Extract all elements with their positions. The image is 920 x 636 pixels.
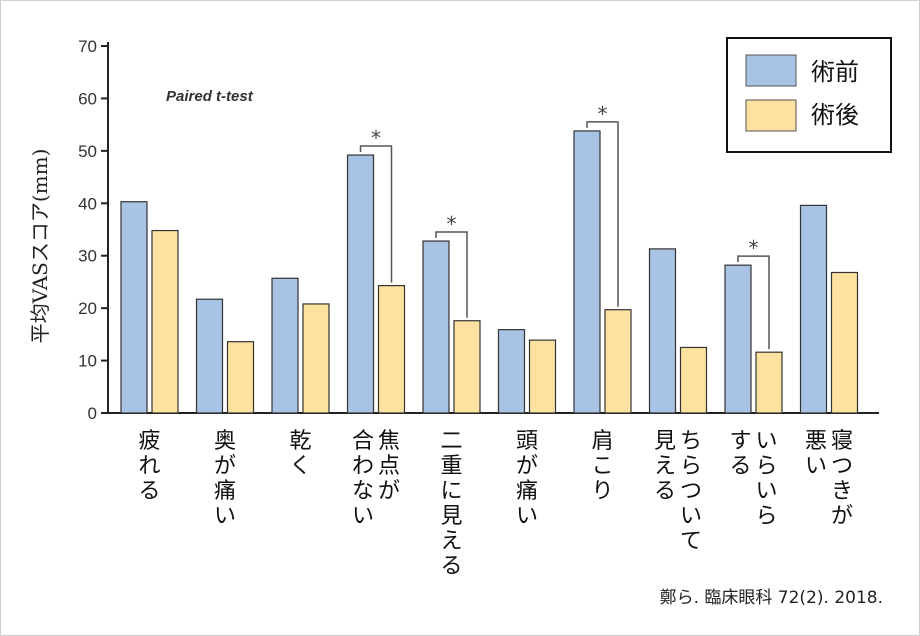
category-label: 二重に見える: [440, 429, 462, 579]
category-label: 乾く: [289, 429, 311, 479]
bar-after-0: [151, 229, 179, 414]
y-tick-label: 10: [78, 352, 97, 371]
bar-before-3: [346, 154, 375, 414]
legend-swatch-before: [745, 54, 797, 87]
category-label: 奥が痛い: [214, 429, 236, 529]
y-tick-label: 20: [78, 299, 97, 318]
bar-before-8: [724, 264, 752, 414]
bar-after-5: [528, 339, 557, 414]
bar-before-9: [799, 204, 828, 414]
legend-label-before: 術前: [811, 58, 859, 86]
category-label: 合わない: [352, 429, 374, 529]
category-label: 焦点が: [378, 429, 400, 504]
category-label: いらいら: [755, 429, 777, 529]
bar-after-7: [679, 346, 708, 414]
category-label: 疲れる: [138, 429, 160, 504]
test-label: Paired t-test: [166, 88, 254, 105]
significance-brackets: * * * *: [359, 102, 770, 350]
significance-star: *: [598, 102, 608, 126]
bar-after-2: [302, 303, 330, 414]
bar-after-3: [377, 284, 406, 414]
bar-before-0: [120, 201, 148, 414]
y-tick-label: 30: [78, 247, 97, 266]
y-tick-label: 60: [78, 89, 97, 108]
bar-after-8: [755, 351, 783, 414]
y-tick-label: 70: [78, 37, 97, 56]
significance-bracket: [359, 145, 393, 283]
category-label: する: [729, 429, 751, 479]
category-label: 見える: [654, 429, 676, 504]
bar-after-9: [830, 271, 859, 414]
significance-star: *: [371, 126, 381, 150]
significance-star: *: [447, 212, 457, 236]
category-label: 肩こり: [591, 429, 613, 504]
category-label: 悪い: [805, 429, 827, 479]
bars: [120, 130, 859, 414]
bar-before-1: [195, 298, 224, 414]
category-label: 寝つきが: [831, 429, 853, 529]
y-tick-label: 0: [88, 404, 97, 423]
category-label: ちらついて: [680, 429, 702, 554]
bar-before-2: [271, 277, 299, 414]
bar-before-7: [648, 248, 677, 414]
legend: 術前 術後: [726, 37, 892, 153]
legend-swatch-after: [745, 99, 797, 132]
y-tick-label: 40: [78, 194, 97, 213]
significance-star: *: [749, 236, 759, 260]
bar-before-6: [573, 130, 601, 414]
significance-bracket: [586, 121, 619, 307]
significance-bracket: [737, 255, 770, 350]
category-label: 頭が痛い: [516, 429, 538, 529]
citation: 鄭ら. 臨床眼科 72(2). 2018.: [659, 588, 883, 608]
bar-after-4: [453, 320, 481, 414]
significance-bracket: [435, 231, 468, 318]
bar-after-6: [604, 309, 632, 414]
bar-before-5: [497, 329, 526, 414]
bar-after-1: [226, 341, 255, 414]
legend-label-after: 術後: [811, 101, 859, 129]
y-axis-label: 平均VASスコア(mm): [28, 149, 52, 344]
bar-before-4: [422, 240, 450, 414]
y-tick-label: 50: [78, 142, 97, 161]
